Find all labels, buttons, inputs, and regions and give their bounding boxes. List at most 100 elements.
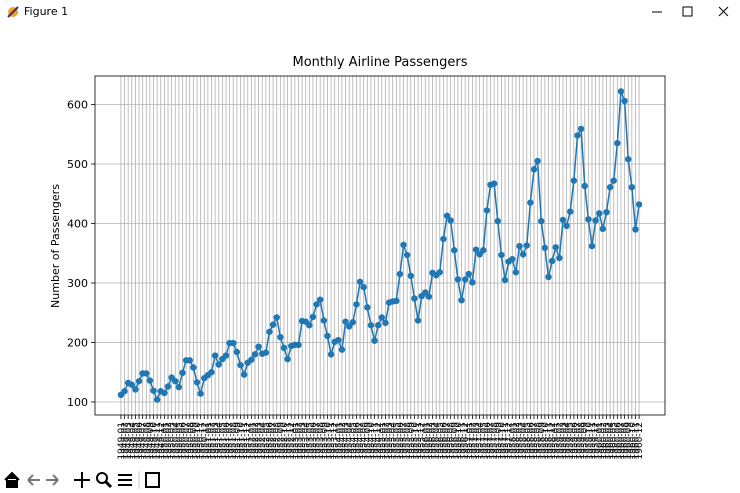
home-button[interactable] [4, 471, 20, 488]
x-tick-label: 1954-11 [371, 422, 381, 460]
x-tick-label: 1949-12 [157, 422, 167, 460]
data-point [534, 157, 541, 165]
zoom-button[interactable] [96, 472, 113, 489]
data-point [603, 208, 610, 216]
x-tick-label: 1954-04 [345, 422, 355, 460]
x-tick-label: 1956-09 [450, 422, 460, 460]
toolbar [0, 467, 740, 493]
data-point [628, 183, 636, 191]
x-tick-label: 1951-06 [222, 422, 232, 460]
x-tick-label: 1954-06 [352, 422, 362, 460]
plot-frame [94, 75, 666, 416]
data-point [498, 251, 505, 259]
data-point [317, 296, 324, 303]
data-point [277, 333, 284, 341]
x-tick-label: 1956-04 [432, 422, 442, 460]
data-point [414, 317, 422, 324]
data-point [545, 273, 552, 281]
x-tick-label: 1951-03 [211, 422, 221, 460]
data-point [164, 383, 172, 390]
data-point [632, 226, 639, 233]
x-tick-label: 1956-02 [425, 422, 435, 460]
data-point [230, 339, 237, 347]
pan-button[interactable] [74, 472, 90, 488]
x-tick-label: 1952-03 [255, 422, 265, 460]
data-point [567, 208, 574, 215]
x-tick-label: 1957-08 [490, 422, 500, 460]
configure-button[interactable] [118, 474, 132, 486]
x-tick-label: 1954-01 [334, 422, 344, 460]
data-point [306, 322, 313, 329]
x-tick-label: 1953-08 [316, 422, 326, 460]
x-tick-label: 1957-09 [494, 422, 504, 460]
data-point [266, 328, 273, 335]
x-tick-label: 1957-02 [468, 422, 478, 460]
data-point [360, 283, 367, 291]
x-tick-label: 1954-03 [342, 422, 352, 460]
data-point [143, 370, 150, 377]
x-tick-label: 1954-05 [349, 422, 359, 460]
maximize[interactable] [682, 6, 693, 17]
data-point [175, 383, 183, 391]
x-tick-label: 1959-05 [566, 422, 576, 460]
data-point [425, 293, 433, 300]
data-point [208, 369, 215, 376]
data-point [255, 343, 262, 350]
x-tick-label: 1949-11 [153, 422, 163, 460]
x-tick-label: 1949-01 [117, 422, 127, 460]
x-tick-label: 1951-09 [233, 422, 243, 460]
data-point [367, 322, 375, 329]
x-tick-label: 1952-12 [287, 422, 297, 460]
data-point [422, 289, 429, 296]
data-point [541, 244, 549, 252]
data-point [146, 377, 154, 384]
x-tick-label: 1951-11 [240, 422, 250, 460]
chart-title: Monthly Airline Passengers [293, 55, 468, 70]
x-tick-label: 1957-04 [476, 422, 486, 460]
x-tick-label: 1955-07 [400, 422, 410, 460]
data-point [396, 270, 404, 278]
y-tick-label: 100 [67, 396, 88, 409]
x-tick-label: 1955-01 [378, 422, 388, 460]
back-button[interactable] [27, 474, 40, 486]
x-tick-label: 1952-04 [258, 422, 268, 460]
x-tick-label: 1950-10 [193, 422, 203, 460]
x-tick-label: 1958-01 [508, 422, 518, 460]
x-tick-label: 1953-04 [302, 422, 312, 460]
data-point [480, 247, 487, 254]
x-tick-label: 1949-04 [128, 422, 138, 460]
data-point [353, 301, 360, 308]
x-tick-label: 1956-07 [443, 422, 453, 460]
x-tick-label: 1952-02 [251, 422, 261, 460]
data-point [161, 389, 168, 397]
window-controls[interactable] [620, 0, 740, 24]
x-tick-label: 1959-10 [584, 422, 594, 460]
x-tick-label: 1952-07 [269, 422, 279, 460]
x-tick-label: 1954-09 [363, 422, 373, 460]
x-tick-label: 1959-08 [577, 422, 587, 460]
x-tick-label: 1952-09 [276, 422, 286, 460]
data-point [197, 390, 204, 397]
x-tick-label: 1952-01 [247, 422, 257, 460]
data-point [222, 352, 230, 359]
data-point [269, 321, 277, 328]
data-point [454, 276, 462, 283]
forward-button[interactable] [46, 474, 59, 486]
data-point [588, 242, 596, 250]
data-point [262, 349, 270, 356]
x-tick-label: 1953-10 [323, 422, 333, 460]
x-tick-label: 1950-09 [189, 422, 199, 460]
x-tick-label: 1959-09 [581, 422, 591, 460]
data-line [120, 91, 640, 402]
x-tick-label: 1955-05 [392, 422, 402, 460]
data-point [378, 314, 386, 321]
x-tick-label: 1949-07 [139, 422, 149, 460]
y-axis-label: Number of Passengers [49, 184, 62, 308]
x-tick-label: 1955-11 [414, 422, 424, 460]
data-point [527, 199, 534, 206]
close[interactable] [718, 6, 729, 17]
data-point [548, 257, 556, 265]
x-tick-label: 1950-07 [182, 422, 192, 460]
data-point [309, 313, 317, 321]
save-button[interactable] [145, 472, 160, 488]
